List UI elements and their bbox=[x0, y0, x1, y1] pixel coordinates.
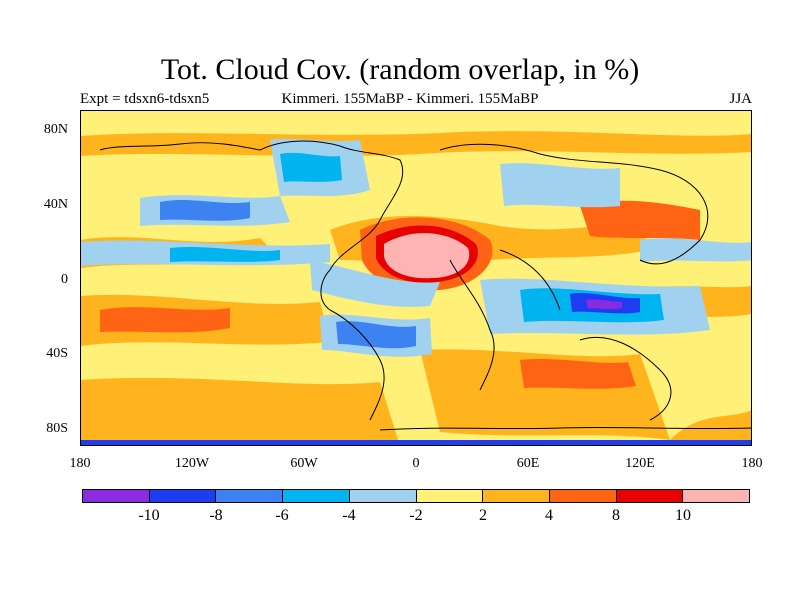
colorbar-segment bbox=[149, 490, 217, 502]
period-label: Kimmeri. 155MaBP - Kimmeri. 155MaBP bbox=[281, 91, 539, 107]
tropical-maximum bbox=[360, 217, 493, 291]
colorbar-segment bbox=[283, 490, 350, 502]
season-label: JJA bbox=[729, 91, 752, 107]
y-tick-label: 40N bbox=[43, 197, 68, 212]
colorbar-segment bbox=[549, 490, 617, 502]
coastlines bbox=[99, 140, 752, 431]
x-tick-label: 60E bbox=[516, 456, 540, 471]
y-tick-label: 80S bbox=[46, 421, 68, 436]
colorbar-label: 10 bbox=[675, 507, 691, 524]
x-tick-label: 120W bbox=[174, 456, 210, 471]
colorbar-label: -10 bbox=[138, 507, 160, 524]
x-tick-label: 120E bbox=[625, 456, 655, 471]
colorbar-segment bbox=[683, 490, 750, 502]
colorbar-label: -8 bbox=[209, 507, 223, 524]
colorbar-segment bbox=[483, 490, 550, 502]
x-tick-label: 0 bbox=[412, 456, 420, 471]
colorbar-label: 4 bbox=[545, 507, 553, 524]
colorbar-label: 8 bbox=[612, 507, 620, 524]
colorbar-label: -2 bbox=[409, 507, 423, 524]
colorbar-segment bbox=[83, 490, 150, 502]
colorbar-label: -6 bbox=[275, 507, 289, 524]
x-tick-label: 60W bbox=[290, 456, 318, 471]
y-tick-label: 40S bbox=[46, 346, 68, 361]
y-tick-label: 80N bbox=[43, 122, 68, 137]
map-border bbox=[80, 110, 752, 446]
colorbar-segment bbox=[349, 490, 417, 502]
colorbar bbox=[82, 489, 750, 503]
colorbar-segment bbox=[616, 490, 684, 502]
x-tick-label: 180 bbox=[741, 456, 763, 471]
colorbar-label: -4 bbox=[342, 507, 356, 524]
cloud-cover-map bbox=[80, 110, 752, 446]
experiment-label: Expt = tdsxn6-tdsxn5 bbox=[80, 91, 210, 107]
colorbar-label: 2 bbox=[479, 507, 487, 524]
colorbar-segment bbox=[216, 490, 284, 502]
y-tick-label: 0 bbox=[61, 272, 68, 287]
colorbar-segment bbox=[416, 490, 484, 502]
x-tick-label: 180 bbox=[69, 456, 91, 471]
plot-title: Tot. Cloud Cov. (random overlap, in %) bbox=[160, 53, 640, 86]
